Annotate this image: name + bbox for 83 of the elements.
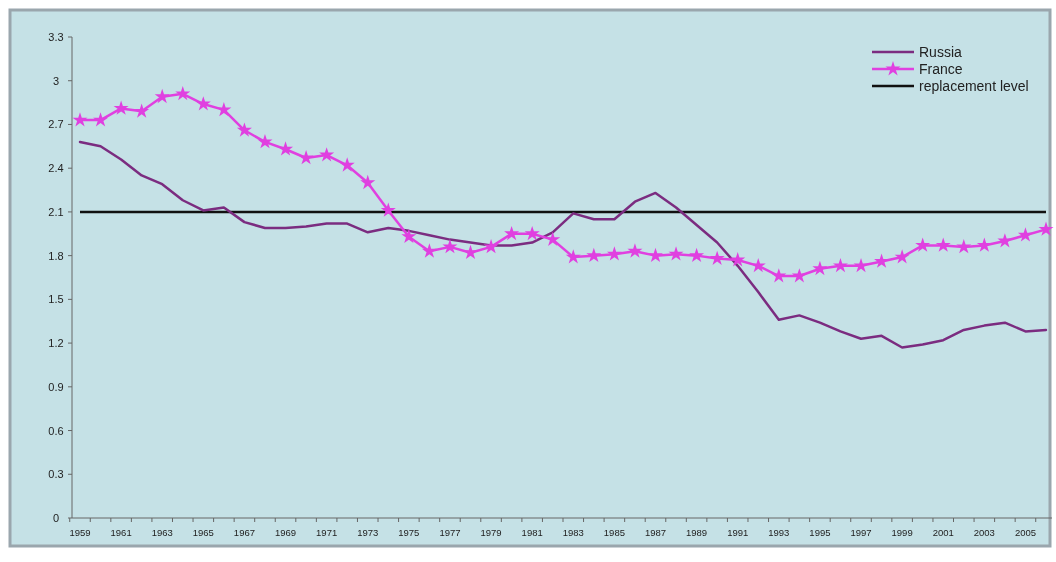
point [339,157,355,172]
x-tick-label: 1969 [274,527,297,538]
point [421,243,437,258]
point [915,237,931,252]
line-series [78,140,1048,349]
point [278,141,294,156]
point [853,257,869,273]
point [832,257,848,273]
point [195,96,211,111]
point [1017,227,1033,242]
y-tick-label: 0.9 [48,380,64,393]
point [216,101,232,117]
point [236,122,252,137]
y-tick-label: 2.4 [48,162,64,175]
point [401,228,417,244]
point [154,88,170,104]
x-tick-label: 1963 [151,527,173,538]
x-tick-label: 1959 [69,527,91,538]
point [689,247,705,263]
point [771,268,787,283]
point [1038,221,1054,236]
point [997,233,1013,248]
x-tick-label: 2003 [973,527,995,538]
point [298,150,314,165]
x-tick-label: 1975 [398,527,420,538]
point [175,85,191,101]
point [504,225,520,241]
point [627,243,643,258]
x-tick-label: 1995 [809,527,831,538]
y-tick-label: 3.3 [48,31,64,43]
point [134,103,150,118]
point [113,100,129,115]
point [647,247,663,263]
x-tick-label: 1967 [233,527,255,538]
y-tick-label: 3 [52,74,60,87]
y-tick-label: 2.1 [48,205,64,218]
y-tick-label: 0.3 [48,468,64,481]
point [730,252,746,267]
x-tick-label: 2001 [932,527,954,538]
x-tick-label: 1965 [192,527,214,538]
point [791,268,807,283]
x-tick-label: 1983 [562,527,584,538]
x-tick-label: 1977 [439,527,461,538]
x-tick-label: 1989 [686,527,708,538]
x-tick-label: 1997 [850,527,872,538]
x-tick-label: 2005 [1014,527,1037,538]
point [72,112,88,127]
point [360,174,376,190]
point [709,250,725,265]
x-tick-label: 1993 [768,527,790,538]
point [483,238,499,254]
point [524,225,540,241]
y-tick-label: 1.2 [48,337,64,350]
y-tick-label: 0.6 [48,424,64,437]
point [894,249,910,264]
point [668,246,684,261]
x-tick-label: 1981 [521,527,543,538]
point [812,260,828,276]
point [956,238,972,254]
legend-label: France [919,61,963,77]
point [93,112,109,127]
x-tick-label: 1979 [480,527,502,538]
legend-label: replacement level [919,78,1029,94]
x-tick-label: 1991 [727,527,749,538]
x-tick-label: 1973 [357,527,379,538]
point [586,247,602,263]
x-tick-label: 1999 [891,527,913,538]
point [380,202,396,217]
point [442,238,458,254]
x-tick-label: 1971 [316,527,338,538]
x-tick-label: 1985 [603,527,625,538]
point [976,237,992,252]
point [565,249,581,264]
y-tick-label: 1.8 [48,249,64,262]
x-tick-label: 1987 [644,527,667,538]
point [319,147,335,162]
y-tick-label: 0 [52,512,60,524]
y-tick-label: 1.5 [48,293,64,306]
x-tick-label: 1961 [110,527,132,538]
y-tick-label: 2.7 [48,118,64,131]
legend-label: Russia [919,44,963,60]
point [935,237,951,252]
point [606,246,622,261]
